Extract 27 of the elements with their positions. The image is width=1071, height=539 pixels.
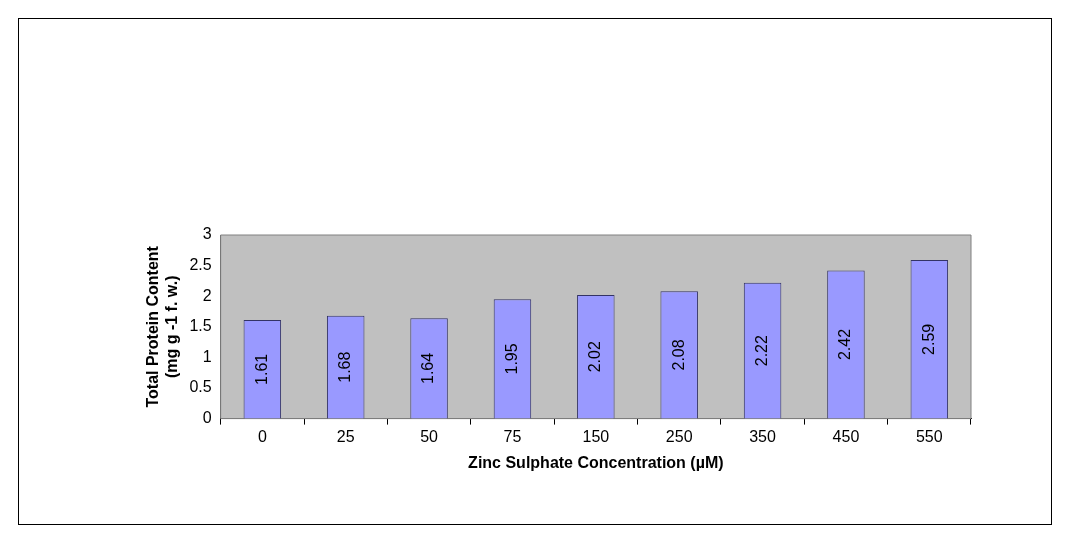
data-label: 2.08: [669, 339, 687, 371]
x-tick-label: 50: [420, 427, 439, 445]
data-label: 2.02: [586, 341, 604, 373]
x-tick-label: 25: [336, 427, 355, 445]
data-label: 1.95: [502, 343, 520, 375]
data-label: 1.68: [336, 351, 354, 383]
x-tick-label: 75: [503, 427, 522, 445]
data-label: 2.42: [836, 328, 854, 361]
y-tick-label: 2: [202, 286, 212, 304]
data-label: 2.22: [752, 335, 770, 367]
x-tick-label: 350: [749, 427, 777, 445]
x-axis-title: Zinc Sulphate Concentration (µM): [468, 453, 724, 471]
x-tick-label: 550: [915, 427, 943, 445]
y-tick-label: 1.5: [189, 317, 212, 335]
y-tick-label: 1: [202, 347, 212, 365]
y-tick-label: 0: [202, 409, 212, 427]
data-label: 1.64: [419, 352, 437, 384]
y-tick-label: 3: [202, 225, 212, 243]
x-tick-label: 0: [257, 427, 267, 445]
y-axis-title: Total Protein Content (mg g -1 f. w.): [144, 245, 181, 408]
x-tick-label: 250: [665, 427, 693, 445]
data-label: 1.61: [252, 353, 270, 385]
data-label: 2.59: [919, 323, 937, 355]
y-tick-label: 0.5: [189, 378, 212, 396]
y-tick-label: 2.5: [189, 256, 212, 274]
x-tick-label: 450: [832, 427, 860, 445]
x-tick-label: 150: [582, 427, 610, 445]
